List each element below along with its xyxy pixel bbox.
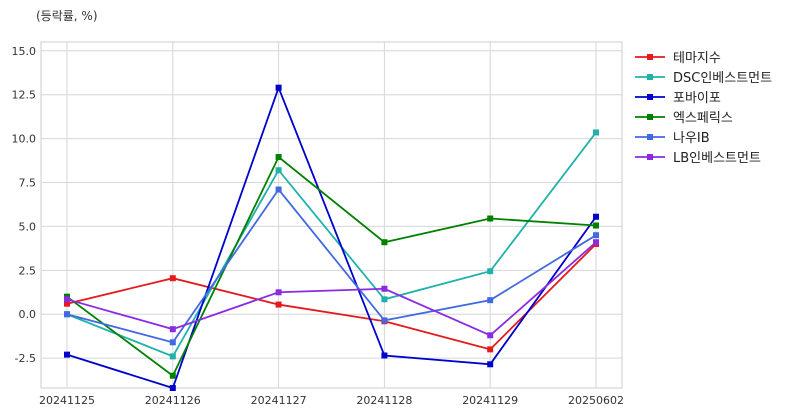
- data-point: [275, 301, 282, 308]
- x-tick-label: 20241128: [356, 394, 412, 407]
- legend-label: 나우IB: [673, 131, 710, 146]
- legend-label: 엑스페릭스: [673, 111, 733, 126]
- series-lines: [64, 84, 599, 391]
- data-point: [381, 317, 388, 324]
- y-tick-label: 10.0: [12, 133, 37, 146]
- x-tick-label: 20250602: [568, 394, 624, 407]
- legend-marker: [647, 114, 653, 120]
- data-point: [64, 300, 70, 307]
- legend-marker: [647, 134, 653, 140]
- series: [64, 186, 599, 346]
- legend-item[interactable]: 나우IB: [635, 131, 710, 146]
- y-tick-label: 5.0: [19, 220, 37, 233]
- series-line: [66, 188, 597, 344]
- legend-label: LB인베스트먼트: [673, 151, 761, 166]
- data-point: [593, 232, 599, 239]
- data-point: [593, 213, 599, 220]
- data-point: [64, 351, 70, 358]
- legend-marker: [647, 74, 653, 80]
- data-point: [275, 154, 282, 161]
- y-tick-label: 12.5: [12, 89, 37, 102]
- data-point: [487, 268, 494, 275]
- legend-marker: [647, 94, 653, 100]
- legend-item[interactable]: LB인베스트먼트: [635, 151, 761, 166]
- data-point: [64, 296, 70, 303]
- series: [64, 84, 599, 391]
- data-point: [487, 215, 494, 222]
- data-point: [381, 296, 388, 303]
- data-point: [487, 332, 494, 339]
- series-line: [66, 85, 597, 390]
- series-line: [66, 243, 597, 351]
- data-point: [381, 285, 388, 292]
- data-point: [169, 326, 176, 333]
- legend-label: 테마지수: [673, 51, 721, 66]
- x-tick-label: 20241129: [462, 394, 518, 407]
- data-point: [64, 311, 70, 318]
- data-point: [381, 239, 388, 246]
- series-line: [66, 131, 597, 358]
- data-point: [381, 352, 388, 359]
- data-point: [593, 129, 599, 136]
- data-point: [275, 84, 282, 91]
- axes: -2.5 0.0 2.5 5.0 7.5 10.0 12.5 15.0 20241125 2024…: [12, 45, 625, 407]
- data-point: [275, 186, 282, 193]
- series: [64, 239, 599, 339]
- data-point: [487, 361, 494, 368]
- y-tick-label: 7.5: [19, 177, 37, 190]
- data-point: [593, 222, 599, 229]
- plot-area: [40, 41, 623, 389]
- x-tick-label: 20241125: [39, 394, 95, 407]
- legend-item[interactable]: 테마지수: [635, 51, 721, 66]
- data-point: [275, 289, 282, 296]
- data-point: [275, 167, 282, 174]
- data-point: [593, 239, 599, 246]
- legend-marker: [647, 154, 653, 160]
- data-point: [487, 297, 494, 304]
- data-point: [169, 385, 176, 391]
- data-point: [487, 346, 494, 353]
- y-tick-label: 0.0: [19, 308, 37, 321]
- legend-marker: [647, 54, 653, 60]
- y-tick-label: 15.0: [12, 45, 37, 58]
- legend-label: 포바이포: [673, 91, 721, 106]
- legend-label: DSC인베스트먼트: [673, 71, 772, 86]
- legend-item[interactable]: DSC인베스트먼트: [635, 71, 772, 86]
- y-tick-label: -2.5: [15, 352, 36, 365]
- data-point: [169, 275, 176, 282]
- data-point: [169, 353, 176, 360]
- legend-item[interactable]: 포바이포: [635, 91, 721, 106]
- x-tick-label: 20241126: [145, 394, 201, 407]
- x-tick-label: 20241127: [251, 394, 307, 407]
- unit-label: (등락률, %): [36, 9, 98, 23]
- data-point: [169, 372, 176, 379]
- series-line: [66, 155, 597, 378]
- legend-item[interactable]: 엑스페릭스: [635, 111, 733, 126]
- y-tick-label: 2.5: [19, 264, 37, 277]
- data-point: [169, 339, 176, 346]
- series-line: [66, 241, 597, 337]
